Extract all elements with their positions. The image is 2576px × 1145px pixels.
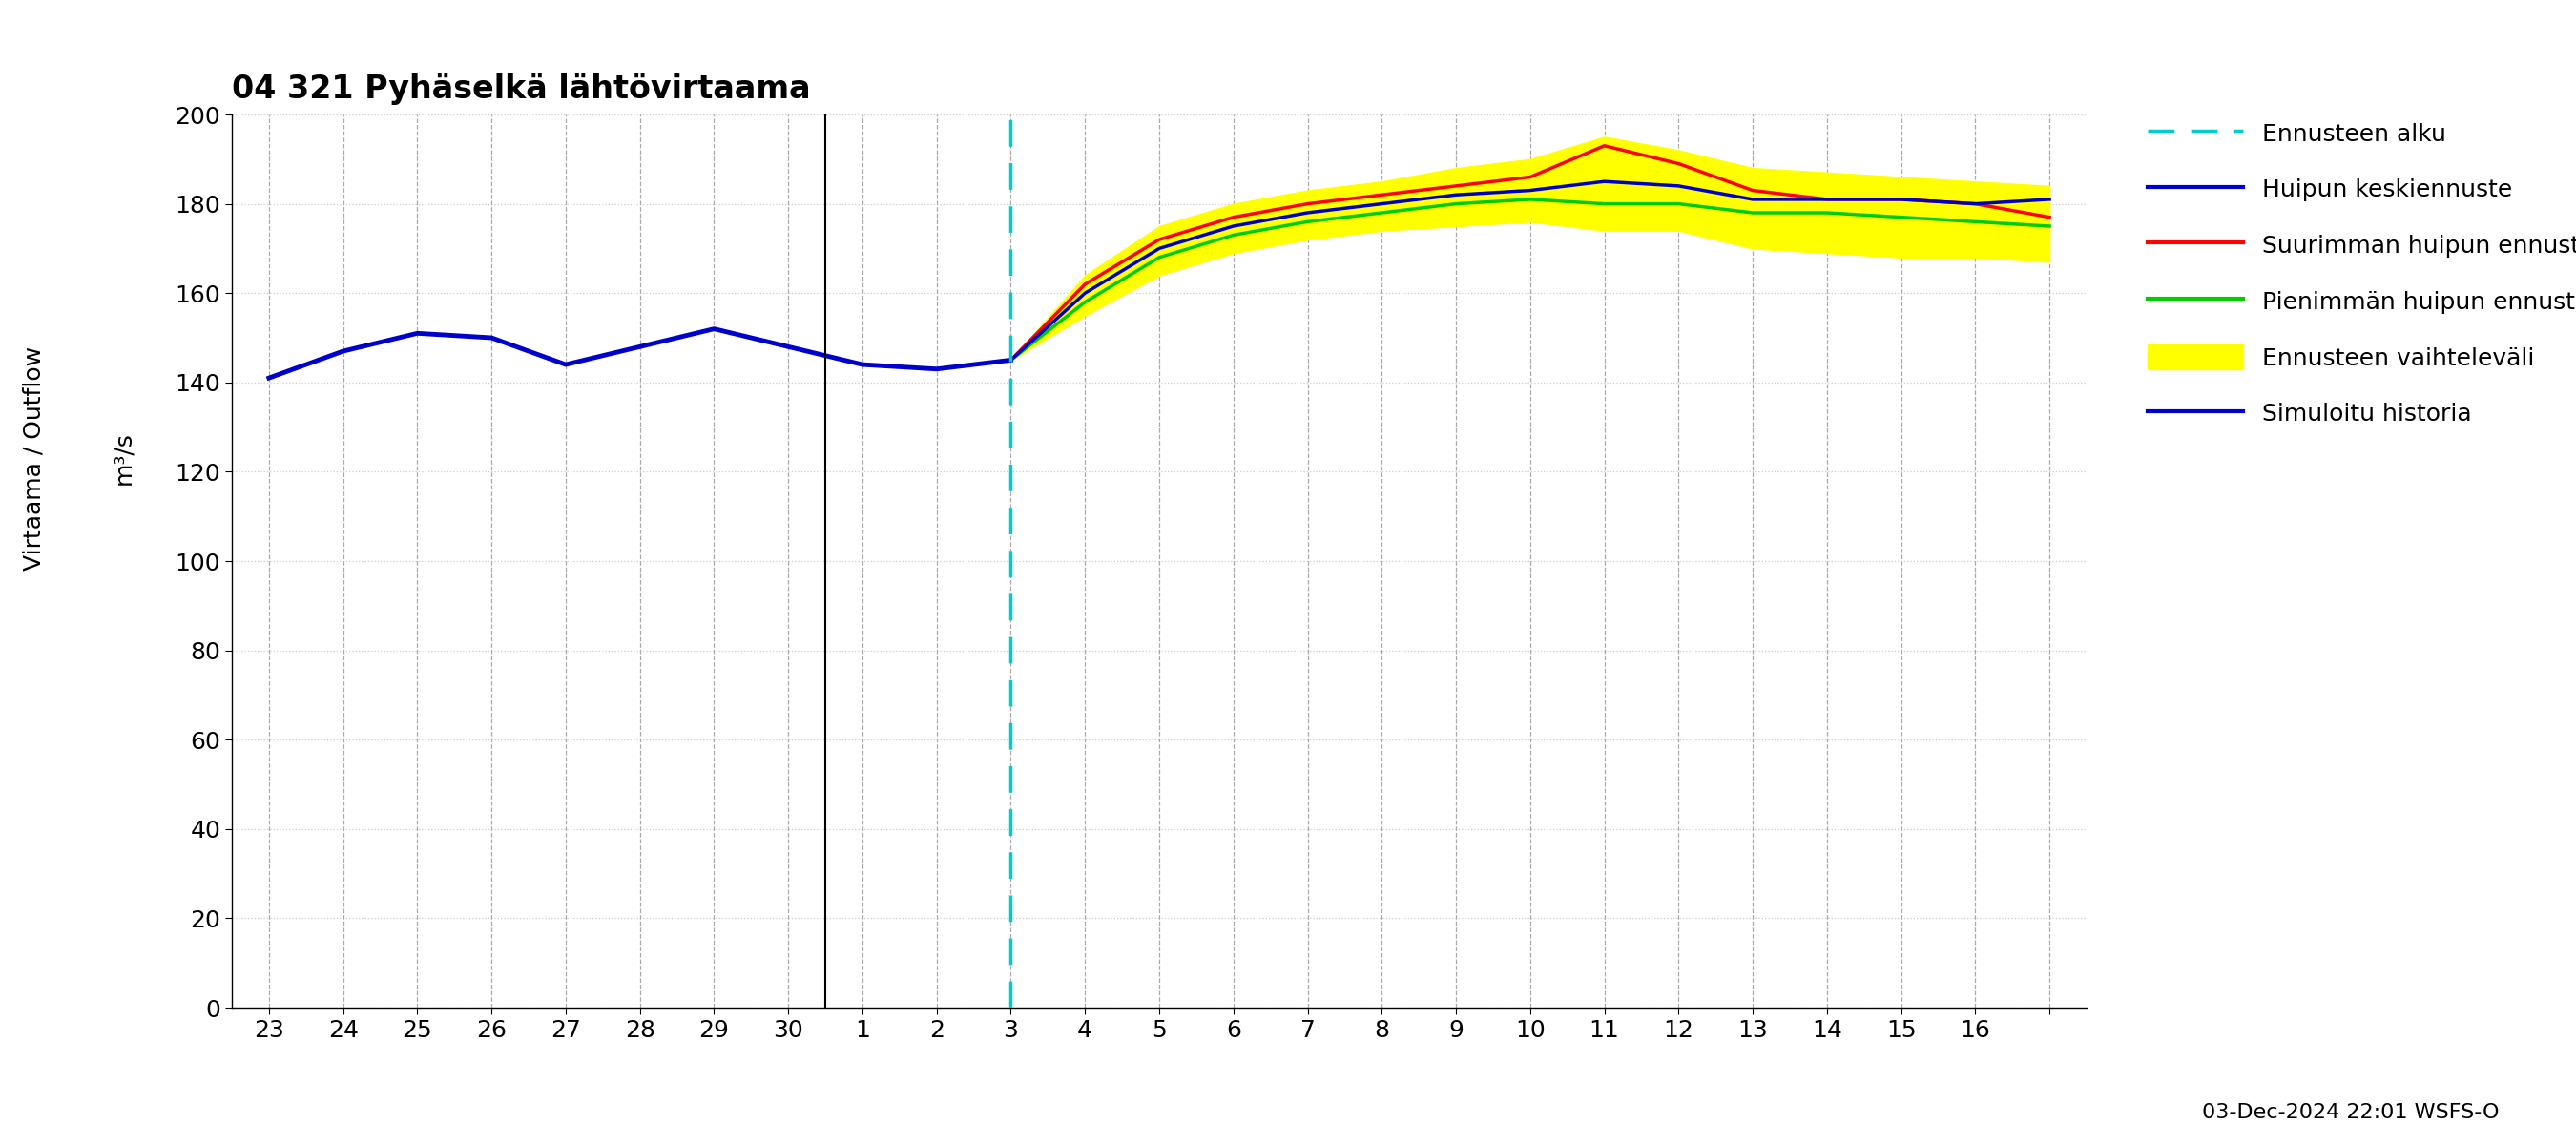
Text: 03-Dec-2024 22:01 WSFS-O: 03-Dec-2024 22:01 WSFS-O [2202, 1103, 2499, 1122]
Legend: Ennusteen alku, Huipun keskiennuste, Suurimman huipun ennuste, Pienimmän huipun : Ennusteen alku, Huipun keskiennuste, Suu… [2136, 109, 2576, 437]
Text: 04 321 Pyhäselkä lähtövirtaama: 04 321 Pyhäselkä lähtövirtaama [232, 73, 811, 105]
Text: m³/s: m³/s [113, 432, 134, 484]
Text: Virtaama / Outflow: Virtaama / Outflow [23, 346, 44, 570]
